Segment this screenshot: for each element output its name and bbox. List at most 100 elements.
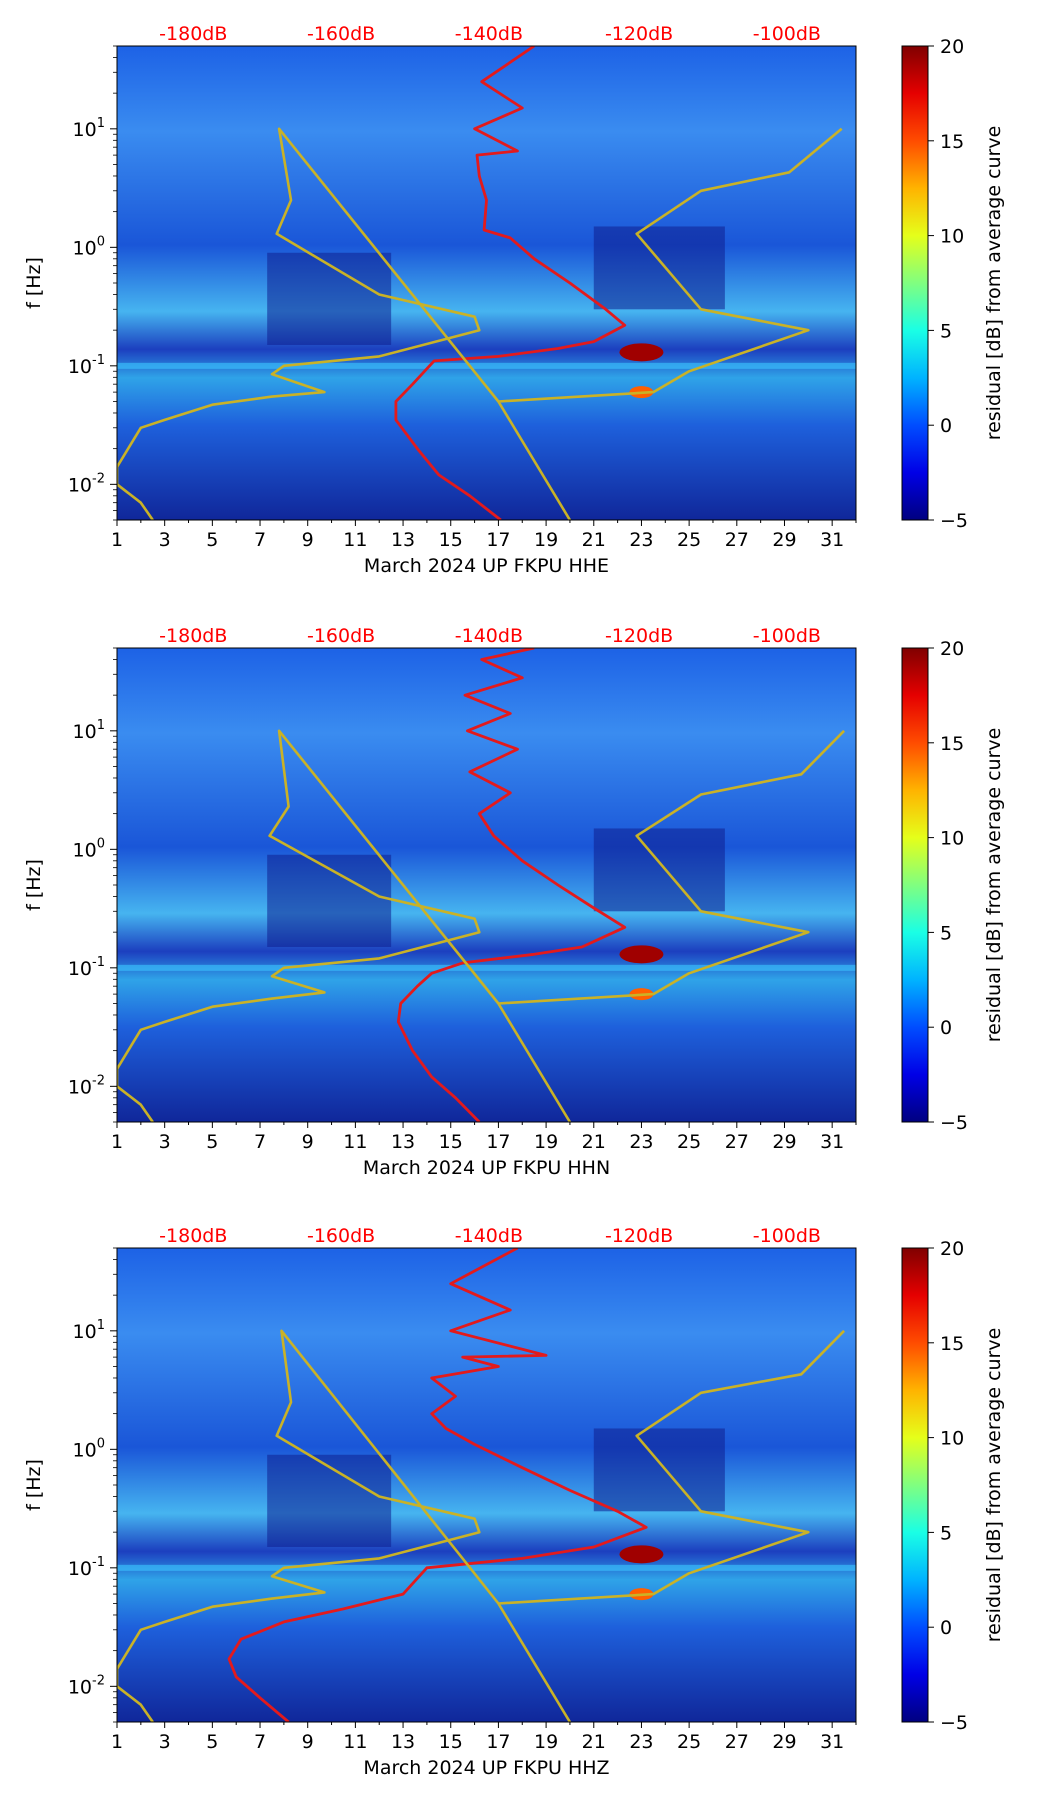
colorbar-tick-label: 0 xyxy=(940,1617,952,1639)
colorbar-tick-label: 0 xyxy=(940,1017,952,1039)
y-tick-label: 100 xyxy=(73,1436,105,1461)
x-axis-label: March 2024 UP FKPU HHE xyxy=(364,555,609,577)
colorbar-tick-label: −5 xyxy=(940,510,968,532)
y-axis-label: f [Hz] xyxy=(23,859,45,911)
psd-curve-red xyxy=(396,648,627,1122)
y-tick-label: 10-2 xyxy=(68,471,105,496)
top-db-label: -160dB xyxy=(307,1225,375,1247)
x-tick-label: 15 xyxy=(439,1131,463,1153)
top-db-label: -100dB xyxy=(753,625,821,647)
top-db-label: -140dB xyxy=(455,625,523,647)
colorbar-tick-label: 5 xyxy=(940,320,952,342)
top-db-label: -120dB xyxy=(605,23,673,45)
x-tick-label: 29 xyxy=(772,1731,796,1753)
top-db-label: -120dB xyxy=(605,1225,673,1247)
x-tick-label: 31 xyxy=(820,529,844,551)
percentile-curve-gold xyxy=(117,127,843,520)
percentile-curve-gold xyxy=(117,729,846,1122)
colorbar-tick-label: 20 xyxy=(940,36,964,58)
y-tick-label: 101 xyxy=(73,1318,105,1343)
x-tick-label: 25 xyxy=(677,529,701,551)
x-tick-label: 17 xyxy=(486,529,510,551)
low-residual-zone xyxy=(593,1428,725,1512)
top-db-label: -100dB xyxy=(753,23,821,45)
x-tick-label: 31 xyxy=(820,1131,844,1153)
y-tick-label: 100 xyxy=(73,836,105,861)
top-db-label: -100dB xyxy=(753,1225,821,1247)
x-tick-label: 23 xyxy=(629,529,653,551)
low-residual-zone xyxy=(593,828,725,912)
microseism-band xyxy=(117,964,856,971)
top-db-label: -160dB xyxy=(307,625,375,647)
x-tick-label: 7 xyxy=(254,529,266,551)
y-tick-label: 101 xyxy=(73,718,105,743)
x-tick-label: 5 xyxy=(206,1731,218,1753)
x-tick-label: 13 xyxy=(391,1731,415,1753)
top-db-label: -140dB xyxy=(455,23,523,45)
x-tick-label: 19 xyxy=(534,1731,558,1753)
spectrogram-background xyxy=(117,46,856,520)
y-tick-label: 10-1 xyxy=(68,353,105,378)
colorbar-tick-label: −5 xyxy=(940,1712,968,1734)
colorbar-tick-label: 5 xyxy=(940,1522,952,1544)
top-db-label: -120dB xyxy=(605,625,673,647)
x-tick-label: 9 xyxy=(302,1131,314,1153)
x-tick-label: 3 xyxy=(159,1731,171,1753)
colorbar-tick-label: 15 xyxy=(940,131,964,153)
x-tick-label: 11 xyxy=(343,529,367,551)
x-tick-label: 17 xyxy=(486,1731,510,1753)
spectrogram-background xyxy=(117,648,856,1122)
x-tick-label: 27 xyxy=(725,529,749,551)
top-db-label: -180dB xyxy=(159,625,227,647)
colorbar-tick-label: 15 xyxy=(940,1333,964,1355)
colorbar-tick-label: 20 xyxy=(940,638,964,660)
y-tick-label: 10-2 xyxy=(68,1073,105,1098)
high-residual-hotspot xyxy=(619,343,664,362)
x-tick-label: 27 xyxy=(725,1131,749,1153)
microseism-band xyxy=(117,362,856,369)
colorbar-tick-label: 10 xyxy=(940,226,964,248)
x-tick-label: 13 xyxy=(391,1131,415,1153)
low-residual-zone xyxy=(267,252,392,345)
colorbar-tick-label: −5 xyxy=(940,1112,968,1134)
colorbar-tick-label: 0 xyxy=(940,415,952,437)
y-tick-label: 101 xyxy=(73,116,105,141)
x-tick-label: 13 xyxy=(391,529,415,551)
colorbar xyxy=(901,45,929,521)
x-tick-label: 31 xyxy=(820,1731,844,1753)
x-tick-label: 1 xyxy=(111,529,123,551)
high-residual-hotspot xyxy=(619,1545,664,1564)
low-residual-zone xyxy=(593,226,725,310)
x-tick-label: 29 xyxy=(772,1131,796,1153)
x-tick-label: 11 xyxy=(343,1731,367,1753)
y-tick-label: 10-2 xyxy=(68,1673,105,1698)
psd-curve-red xyxy=(394,46,627,520)
top-db-label: -180dB xyxy=(159,1225,227,1247)
x-tick-label: 9 xyxy=(302,1731,314,1753)
x-tick-label: 25 xyxy=(677,1731,701,1753)
y-tick-label: 10-1 xyxy=(68,955,105,980)
colorbar-tick-label: 10 xyxy=(940,1428,964,1450)
x-tick-label: 19 xyxy=(534,1131,558,1153)
x-tick-label: 1 xyxy=(111,1731,123,1753)
y-tick-label: 10-1 xyxy=(68,1555,105,1580)
colorbar-tick-label: 10 xyxy=(940,828,964,850)
x-tick-label: 7 xyxy=(254,1731,266,1753)
x-tick-label: 15 xyxy=(439,529,463,551)
x-tick-label: 21 xyxy=(582,1131,606,1153)
psd-curve-red xyxy=(227,1248,648,1722)
x-tick-label: 7 xyxy=(254,1131,266,1153)
y-axis-label: f [Hz] xyxy=(23,1459,45,1511)
x-tick-label: 19 xyxy=(534,529,558,551)
top-db-label: -160dB xyxy=(307,23,375,45)
x-tick-label: 17 xyxy=(486,1131,510,1153)
x-tick-label: 3 xyxy=(159,529,171,551)
x-tick-label: 25 xyxy=(677,1131,701,1153)
x-tick-label: 9 xyxy=(302,529,314,551)
y-tick-label: 100 xyxy=(73,234,105,259)
colorbar-label: residual [dB] from average curve xyxy=(983,126,1005,441)
colorbar-label: residual [dB] from average curve xyxy=(983,728,1005,1043)
